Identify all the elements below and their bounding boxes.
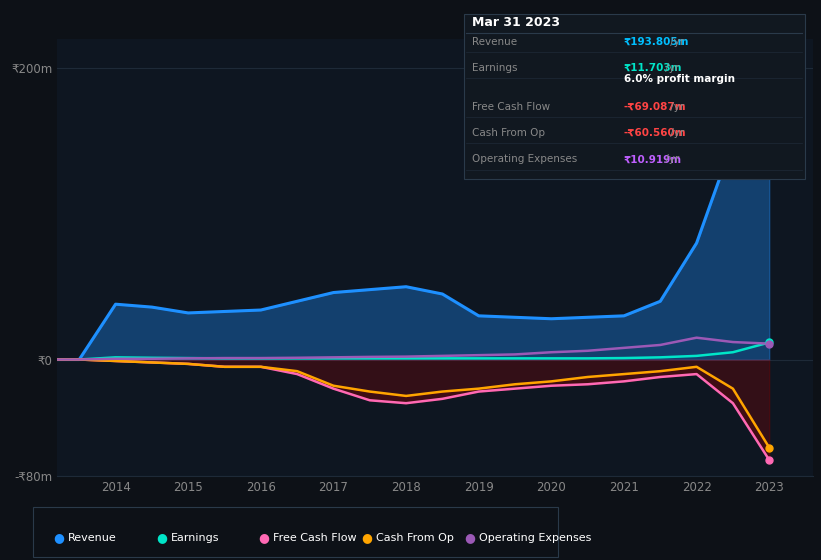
Text: ₹193.805m: ₹193.805m [624,37,690,47]
Text: /yr: /yr [667,37,684,47]
Text: /yr: /yr [667,128,684,138]
Text: ₹10.919m: ₹10.919m [624,155,682,165]
Text: -₹60.560m: -₹60.560m [624,128,686,138]
Text: Free Cash Flow: Free Cash Flow [273,533,357,543]
Text: Operating Expenses: Operating Expenses [479,533,591,543]
Text: ●: ● [361,531,372,544]
Text: ●: ● [156,531,167,544]
Text: 6.0% profit margin: 6.0% profit margin [624,74,735,85]
Text: Free Cash Flow: Free Cash Flow [472,102,550,112]
Text: Operating Expenses: Operating Expenses [472,155,577,165]
Text: /yr: /yr [662,63,679,73]
Text: /yr: /yr [667,102,684,112]
Text: Mar 31 2023: Mar 31 2023 [472,16,560,29]
Text: ●: ● [464,531,475,544]
Text: Revenue: Revenue [68,533,117,543]
Text: Cash From Op: Cash From Op [472,128,545,138]
Text: Revenue: Revenue [472,37,517,47]
Text: ●: ● [259,531,269,544]
Text: ₹11.703m: ₹11.703m [624,63,682,73]
Text: -₹69.087m: -₹69.087m [624,102,686,112]
Text: Cash From Op: Cash From Op [376,533,454,543]
Text: Earnings: Earnings [171,533,219,543]
Text: Earnings: Earnings [472,63,517,73]
Text: ●: ● [53,531,64,544]
Text: /yr: /yr [662,155,679,165]
